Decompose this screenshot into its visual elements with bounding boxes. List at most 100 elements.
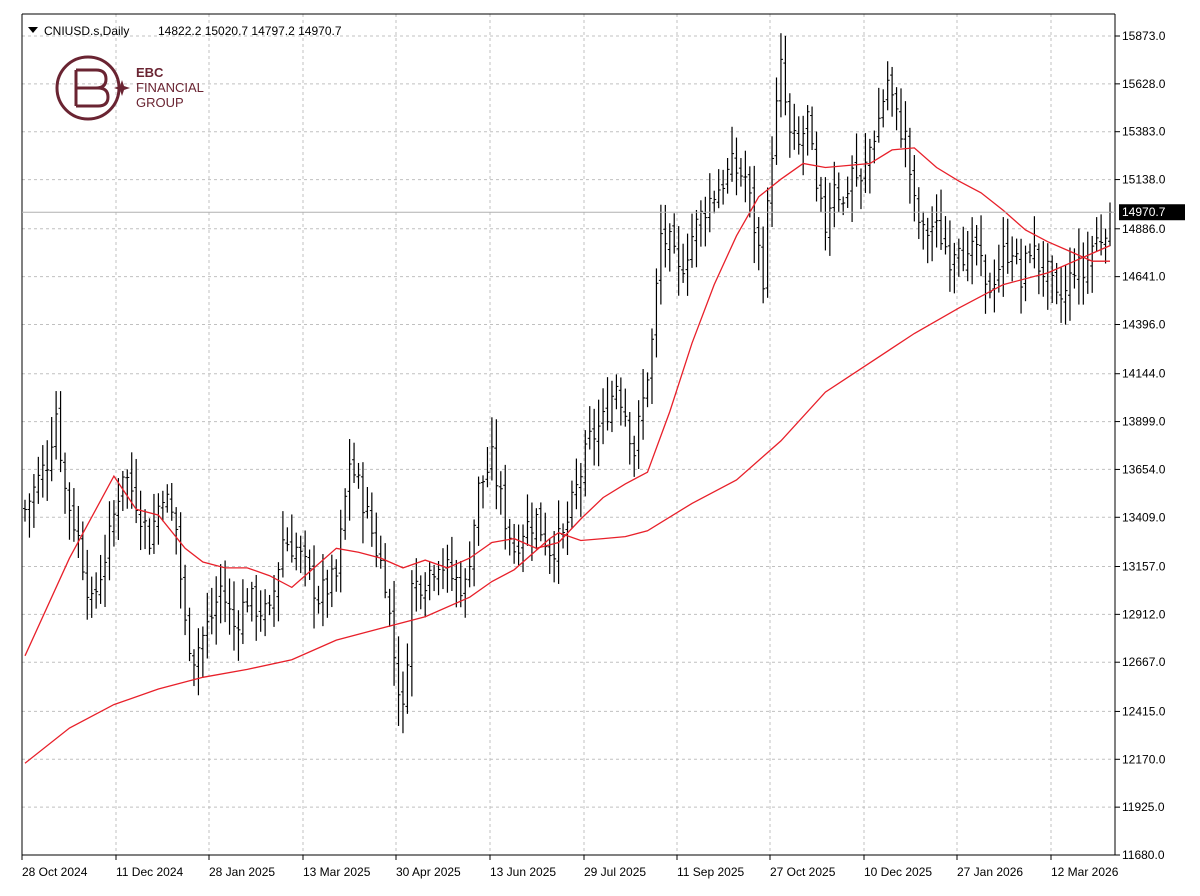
ohlc-bar[interactable] — [1059, 266, 1064, 323]
ohlc-bar[interactable] — [312, 545, 317, 629]
ohlc-bar[interactable] — [783, 35, 788, 116]
ohlc-bar[interactable] — [392, 580, 397, 686]
ohlc-bar[interactable] — [352, 442, 357, 483]
ohlc-bar[interactable] — [658, 204, 663, 305]
ohlc-bar[interactable] — [94, 572, 99, 609]
ohlc-bar[interactable] — [138, 490, 143, 551]
ohlc-bar[interactable] — [503, 464, 508, 550]
ohlc-bar[interactable] — [721, 169, 726, 205]
ohlc-bar[interactable] — [521, 524, 526, 573]
ohlc-bar[interactable] — [970, 217, 975, 285]
ohlc-bar[interactable] — [169, 482, 174, 521]
ohlc-bar[interactable] — [116, 478, 121, 541]
ohlc-bar[interactable] — [160, 490, 165, 522]
dropdown-triangle-icon[interactable] — [28, 27, 38, 33]
ohlc-bar[interactable] — [111, 500, 116, 547]
ohlc-bar[interactable] — [58, 391, 63, 473]
ohlc-bar[interactable] — [409, 570, 414, 697]
ohlc-bar[interactable] — [240, 579, 245, 645]
ohlc-bar[interactable] — [583, 430, 588, 497]
ohlc-bar[interactable] — [667, 223, 672, 272]
ohlc-bar[interactable] — [400, 671, 405, 734]
ohlc-bar[interactable] — [636, 400, 641, 469]
ohlc-bar[interactable] — [796, 116, 801, 155]
ohlc-bar[interactable] — [285, 527, 290, 552]
ohlc-bar[interactable] — [543, 512, 548, 556]
ohlc-bar[interactable] — [1041, 241, 1046, 297]
ohlc-bar[interactable] — [254, 574, 259, 641]
ohlc-bar[interactable] — [316, 585, 321, 614]
ohlc-bar[interactable] — [263, 589, 268, 637]
ohlc-bar[interactable] — [747, 166, 752, 218]
ohlc-bar[interactable] — [694, 209, 699, 268]
ohlc-bar[interactable] — [151, 493, 156, 554]
ohlc-bar[interactable] — [378, 535, 383, 569]
ohlc-bar[interactable] — [885, 61, 890, 111]
ohlc-bar[interactable] — [587, 406, 592, 450]
ohlc-bar[interactable] — [939, 189, 944, 250]
ohlc-bar[interactable] — [120, 471, 125, 511]
ohlc-bar[interactable] — [867, 138, 872, 194]
ohlc-bar[interactable] — [289, 514, 294, 563]
ohlc-bar[interactable] — [481, 475, 486, 509]
ohlc-bar[interactable] — [343, 488, 348, 540]
ohlc-bar[interactable] — [369, 492, 374, 547]
ohlc-bar[interactable] — [1014, 238, 1019, 265]
ohlc-bar[interactable] — [307, 549, 312, 580]
ohlc-bar[interactable] — [605, 377, 610, 431]
ohlc-bar[interactable] — [930, 206, 935, 262]
ohlc-bar[interactable] — [983, 254, 988, 314]
ohlc-bar[interactable] — [1032, 216, 1037, 269]
ohlc-bar[interactable] — [734, 137, 739, 196]
ohlc-bar[interactable] — [71, 488, 76, 542]
ohlc-bar[interactable] — [458, 561, 463, 608]
ohlc-bar[interactable] — [418, 575, 423, 610]
ohlc-bar[interactable] — [405, 643, 410, 714]
ohlc-bar[interactable] — [40, 445, 45, 498]
ohlc-bar[interactable] — [223, 560, 228, 623]
ohlc-bar[interactable] — [183, 564, 188, 636]
ohlc-bar[interactable] — [338, 509, 343, 593]
ohlc-bar[interactable] — [107, 501, 112, 581]
ohlc-bar[interactable] — [258, 590, 263, 632]
ohlc-bar[interactable] — [569, 480, 574, 528]
ohlc-bar[interactable] — [592, 408, 597, 466]
ohlc-bar[interactable] — [641, 368, 646, 440]
ohlc-bar[interactable] — [961, 226, 966, 272]
ohlc-bar[interactable] — [525, 494, 530, 546]
ohlc-bar[interactable] — [552, 531, 557, 583]
ohlc-bar[interactable] — [249, 581, 254, 622]
ohlc-bar[interactable] — [578, 462, 583, 517]
ohlc-bar[interactable] — [672, 213, 677, 254]
ohlc-bar[interactable] — [618, 377, 623, 426]
ohlc-bar[interactable] — [632, 435, 637, 477]
ohlc-bar[interactable] — [512, 523, 517, 564]
ohlc-bar[interactable] — [165, 484, 170, 513]
ohlc-bar[interactable] — [516, 524, 521, 566]
ohlc-bar[interactable] — [703, 196, 708, 247]
ohlc-bar[interactable] — [836, 172, 841, 213]
ohlc-bar[interactable] — [414, 558, 419, 612]
ohlc-bar[interactable] — [899, 88, 904, 148]
ohlc-bar[interactable] — [716, 169, 721, 209]
ohlc-bar[interactable] — [925, 217, 930, 264]
ohlc-bar[interactable] — [454, 559, 459, 608]
ohlc-bar[interactable] — [921, 211, 926, 250]
ohlc-bar[interactable] — [325, 569, 330, 618]
ohlc-bar[interactable] — [916, 187, 921, 240]
ohlc-bar[interactable] — [360, 462, 365, 544]
ohlc-bar[interactable] — [134, 458, 139, 524]
ohlc-bar[interactable] — [143, 509, 148, 550]
ohlc-bar[interactable] — [810, 106, 815, 151]
ohlc-bar[interactable] — [792, 103, 797, 150]
ohlc-bar[interactable] — [472, 519, 477, 587]
ohlc-bar[interactable] — [205, 592, 210, 659]
ohlc-bar[interactable] — [943, 216, 948, 255]
ohlc-bar[interactable] — [725, 157, 730, 194]
ohlc-bar[interactable] — [432, 564, 437, 592]
ohlc-bar[interactable] — [965, 230, 970, 282]
ohlc-bar[interactable] — [778, 33, 783, 118]
ohlc-bar[interactable] — [858, 168, 863, 210]
ohlc-bar[interactable] — [996, 244, 1001, 293]
